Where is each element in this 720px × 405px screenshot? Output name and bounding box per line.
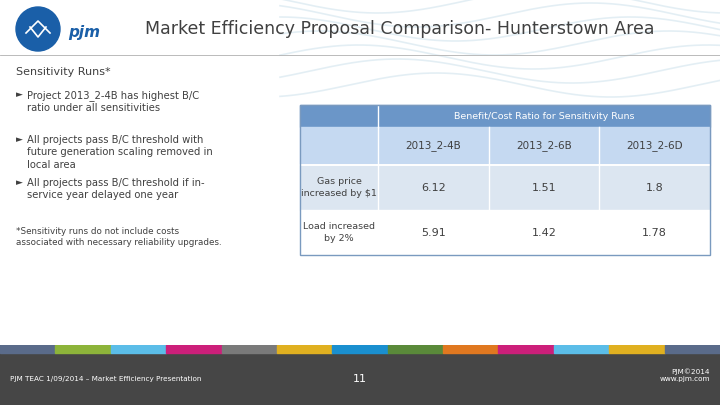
Bar — [378, 105, 710, 127]
Bar — [665, 345, 720, 353]
Text: 1.51: 1.51 — [531, 183, 557, 192]
Bar — [222, 345, 277, 353]
Bar — [300, 105, 378, 127]
Text: Market Efficiency Proposal Comparison- Hunterstown Area: Market Efficiency Proposal Comparison- H… — [145, 20, 654, 38]
Text: 2013_2-4B: 2013_2-4B — [405, 141, 462, 151]
Text: Sensitivity Runs*: Sensitivity Runs* — [16, 67, 111, 77]
Bar — [300, 105, 710, 255]
Text: PJM TEAC 1/09/2014 – Market Efficiency Presentation: PJM TEAC 1/09/2014 – Market Efficiency P… — [10, 376, 202, 382]
Text: All projects pass B/C threshold if in-
service year delayed one year: All projects pass B/C threshold if in- s… — [27, 178, 204, 200]
Text: ►: ► — [16, 178, 23, 187]
Text: Load increased
by 2%: Load increased by 2% — [303, 222, 375, 243]
Bar — [599, 127, 710, 165]
Text: 1.8: 1.8 — [646, 183, 664, 192]
Text: ►: ► — [16, 135, 23, 144]
Text: 1.42: 1.42 — [531, 228, 557, 238]
Text: Benefit/Cost Ratio for Sensitivity Runs: Benefit/Cost Ratio for Sensitivity Runs — [454, 111, 634, 121]
Text: Project 2013_2-4B has highest B/C
ratio under all sensitivities: Project 2013_2-4B has highest B/C ratio … — [27, 90, 199, 113]
Bar — [333, 345, 387, 353]
Text: PJM©2014
www.pjm.com: PJM©2014 www.pjm.com — [660, 368, 710, 382]
Bar — [387, 345, 443, 353]
Bar — [300, 210, 378, 255]
Bar — [111, 345, 166, 353]
Text: 2013_2-6B: 2013_2-6B — [516, 141, 572, 151]
Bar — [55, 345, 111, 353]
Circle shape — [16, 7, 60, 51]
Bar — [443, 345, 498, 353]
Text: 11: 11 — [353, 374, 367, 384]
Text: *Sensitivity runs do not include costs
associated with necessary reliability upg: *Sensitivity runs do not include costs a… — [16, 227, 222, 247]
Bar — [489, 210, 599, 255]
Bar — [489, 165, 599, 210]
Bar — [300, 127, 378, 165]
Text: 6.12: 6.12 — [421, 183, 446, 192]
Text: 2013_2-6D: 2013_2-6D — [626, 141, 683, 151]
Bar — [0, 345, 55, 353]
Bar — [277, 345, 333, 353]
Bar — [300, 165, 378, 210]
Text: ►: ► — [16, 90, 23, 99]
Text: 5.91: 5.91 — [421, 228, 446, 238]
Bar — [378, 165, 489, 210]
Bar — [599, 210, 710, 255]
Bar — [489, 127, 599, 165]
Bar — [166, 345, 222, 353]
Text: Gas price
increased by $1: Gas price increased by $1 — [301, 177, 377, 198]
Bar — [609, 345, 665, 353]
Text: All projects pass B/C threshold with
future generation scaling removed in
local : All projects pass B/C threshold with fut… — [27, 135, 212, 170]
Bar — [498, 345, 554, 353]
Text: 1.78: 1.78 — [642, 228, 667, 238]
Bar — [378, 127, 489, 165]
Bar — [554, 345, 609, 353]
Bar — [599, 165, 710, 210]
Text: pjm: pjm — [68, 25, 100, 40]
Bar — [378, 210, 489, 255]
